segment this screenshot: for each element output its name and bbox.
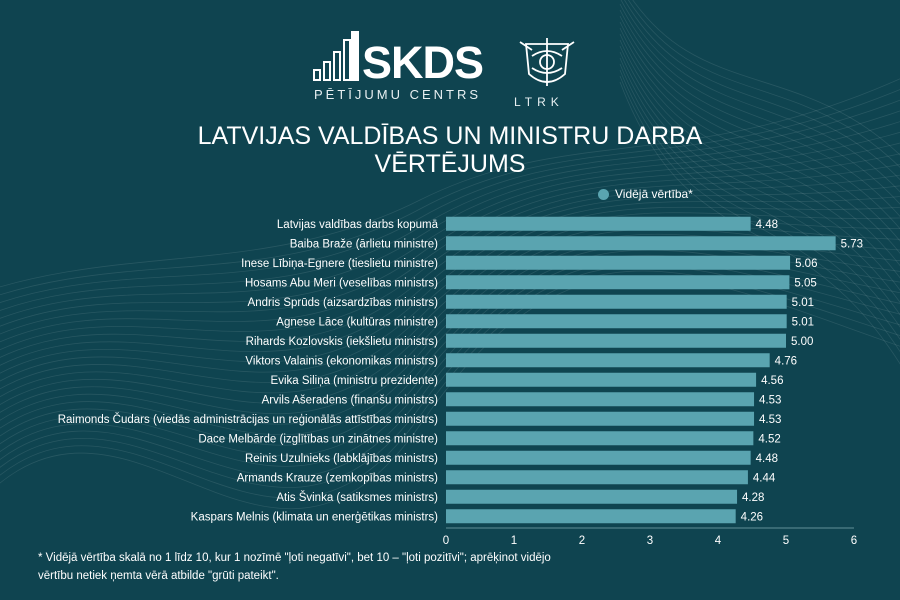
category-label: Kaspars Melnis (klimata un enerģētikas m…	[191, 510, 439, 523]
bar	[446, 255, 791, 270]
data-label: 5.00	[791, 336, 813, 348]
data-label: 5.01	[792, 316, 814, 328]
bar	[446, 392, 755, 407]
bar	[446, 275, 790, 290]
category-label: Evika Siliņa (ministru prezidente)	[271, 375, 439, 387]
legend-swatch	[598, 188, 609, 200]
bar	[446, 411, 755, 426]
bar	[446, 294, 787, 309]
bar	[446, 470, 748, 485]
category-label: Reinis Uzulnieks (labklājības ministrs)	[245, 453, 438, 465]
data-label: 5.06	[795, 258, 817, 270]
category-label: Baiba Braže (ārlietu ministre)	[290, 238, 438, 250]
data-label: 5.73	[841, 238, 863, 250]
bar	[446, 353, 770, 368]
data-label: 4.44	[753, 472, 776, 484]
chart-legend: Vidējā vērtība*	[598, 186, 693, 202]
x-tick-label: 2	[579, 535, 585, 547]
category-label: Raimonds Čudars (viedās administrācijas …	[58, 413, 438, 426]
category-label: Armands Krauze (zemkopības ministrs)	[237, 472, 438, 484]
category-label: Arvils Ašeradens (finanšu ministrs)	[262, 394, 439, 406]
chart-title: LATVIJAS VALDĪBAS UN MINISTRU DARBA VĒRT…	[197, 122, 703, 178]
data-label: 4.53	[759, 414, 781, 426]
data-label: 4.26	[741, 511, 763, 523]
data-label: 4.48	[756, 219, 778, 231]
x-tick-label: 5	[783, 535, 789, 547]
ltrk-emblem-icon	[519, 38, 575, 86]
bar	[446, 450, 751, 465]
footnote: * Vidējā vērtība skalā no 1 līdz 10, kur…	[38, 552, 551, 582]
ltrk-logo-text: LTRK	[514, 95, 564, 109]
bar	[446, 489, 738, 504]
category-label: Rihards Kozlovskis (iekšlietu ministrs)	[246, 336, 439, 348]
data-label: 4.28	[742, 492, 764, 504]
category-label: Andris Sprūds (aizsardzības ministrs)	[248, 297, 439, 309]
data-label: 4.52	[758, 433, 780, 445]
data-label: 4.48	[756, 453, 778, 465]
bar	[446, 236, 836, 251]
category-label: Agnese Lāce (kultūras ministre)	[276, 316, 438, 328]
category-label: Latvijas valdības darbs kopumā	[277, 219, 439, 231]
bar	[446, 333, 786, 348]
legend-label: Vidējā vērtība*	[615, 187, 693, 201]
bar	[446, 509, 736, 524]
category-label: Hosams Abu Meri (veselības ministrs)	[245, 277, 438, 289]
x-tick-label: 1	[511, 535, 517, 547]
bar	[446, 431, 754, 446]
x-tick-label: 3	[647, 535, 653, 547]
category-label: Viktors Valainis (ekonomikas ministrs)	[245, 355, 438, 367]
category-label: Atis Švinka (satiksmes ministrs)	[276, 491, 438, 504]
bar	[446, 314, 787, 329]
skds-bars-icon	[313, 31, 359, 81]
x-tick-label: 0	[443, 535, 449, 547]
category-label: Inese Lībiņa-Egnere (tieslietu ministre)	[241, 258, 438, 270]
x-tick-label: 6	[851, 535, 857, 547]
bar	[446, 372, 757, 387]
data-label: 5.05	[794, 277, 816, 289]
data-label: 4.76	[775, 355, 797, 367]
data-label: 4.53	[759, 394, 781, 406]
category-label: Dace Melbārde (izglītības un zinātnes mi…	[198, 433, 438, 445]
x-tick-label: 4	[715, 535, 722, 547]
data-label: 4.56	[761, 375, 783, 387]
data-label: 5.01	[792, 297, 814, 309]
header-logos: SKDS PĒTĪJUMU CENTRS LTRK	[0, 22, 900, 112]
skds-logo-text: SKDS	[362, 37, 484, 88]
bar	[446, 216, 751, 231]
skds-subtitle: PĒTĪJUMU CENTRS	[314, 87, 482, 102]
